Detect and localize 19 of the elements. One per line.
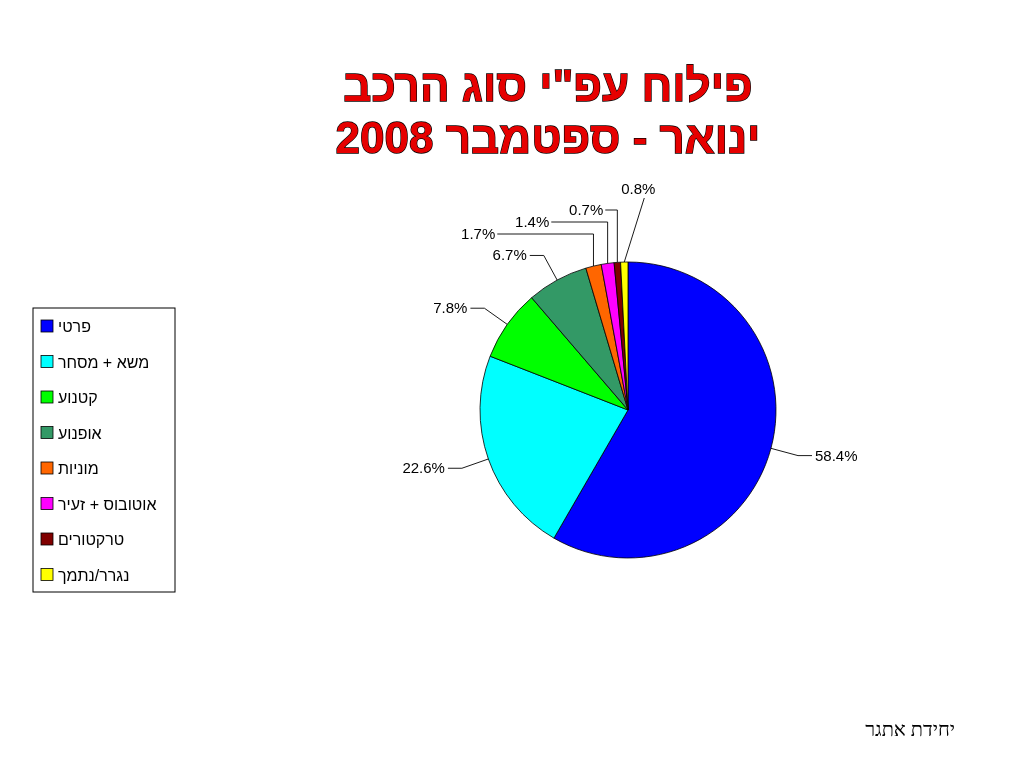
chart-title: פילוח עפ"י סוג הרכב [343,61,753,110]
legend-label: פרטי [58,318,91,335]
legend-label: משא + מסחר [58,353,150,371]
data-label: 6.7% [492,246,527,264]
data-label: 0.7% [569,201,604,218]
legend-label: אוטובוס + זעיר [58,495,157,513]
legend-label: נגרר/נתמך [58,566,130,584]
legend-label: קטנוע [58,389,98,406]
legend-label: טרקטורים [58,531,125,548]
data-label: 0.8% [621,180,656,197]
chart-subtitle: ינואר - ספטמבר 2008 [335,113,761,162]
data-label: 58.4% [814,446,858,464]
text: יחידת אתגר [865,718,955,740]
data-label: 22.6% [402,459,445,477]
legend-label: אופנוע [58,424,102,442]
legend-label: מוניות [58,460,99,477]
data-label: 7.8% [433,299,468,317]
data-label: 1.4% [515,213,550,230]
data-label: 1.7% [461,225,496,242]
